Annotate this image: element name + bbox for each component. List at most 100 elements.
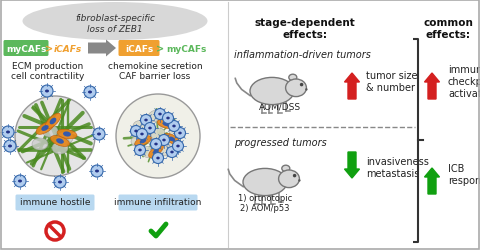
Text: immune hostile: immune hostile (20, 198, 90, 207)
Ellipse shape (149, 145, 163, 158)
Text: fibroblast-specific
loss of ZEB1: fibroblast-specific loss of ZEB1 (75, 14, 155, 34)
Text: tumor size
& number: tumor size & number (366, 71, 418, 92)
FancyBboxPatch shape (3, 41, 48, 57)
Ellipse shape (131, 136, 145, 147)
Ellipse shape (88, 91, 92, 94)
Ellipse shape (45, 114, 61, 129)
Circle shape (298, 180, 300, 182)
Text: stage-dependent
effects:: stage-dependent effects: (254, 18, 355, 40)
Text: ICB
response: ICB response (448, 164, 480, 185)
Ellipse shape (162, 139, 166, 142)
Circle shape (116, 94, 200, 178)
Ellipse shape (166, 117, 170, 120)
Text: invasiveness
metastasis: invasiveness metastasis (366, 156, 429, 178)
Ellipse shape (32, 138, 48, 150)
Ellipse shape (97, 133, 101, 136)
Ellipse shape (286, 80, 306, 97)
Text: >: > (45, 44, 53, 54)
Ellipse shape (58, 181, 62, 184)
Circle shape (293, 174, 296, 178)
Ellipse shape (148, 111, 162, 122)
Ellipse shape (45, 90, 49, 93)
Circle shape (15, 96, 95, 176)
Circle shape (2, 126, 14, 138)
Ellipse shape (144, 119, 148, 122)
Ellipse shape (57, 132, 73, 144)
FancyArrow shape (424, 168, 440, 194)
Ellipse shape (164, 134, 180, 145)
Ellipse shape (140, 133, 144, 136)
FancyArrow shape (345, 74, 360, 100)
Text: inflammation-driven tumors: inflammation-driven tumors (234, 50, 371, 60)
Circle shape (134, 145, 145, 156)
Ellipse shape (145, 133, 159, 144)
Circle shape (167, 147, 178, 158)
FancyBboxPatch shape (119, 195, 197, 211)
Circle shape (46, 222, 64, 240)
Ellipse shape (153, 149, 159, 154)
Ellipse shape (157, 120, 175, 129)
Circle shape (144, 123, 156, 134)
Circle shape (131, 126, 142, 137)
Ellipse shape (41, 126, 48, 132)
Ellipse shape (36, 122, 54, 135)
Circle shape (141, 115, 152, 126)
Ellipse shape (163, 122, 169, 127)
Circle shape (41, 86, 53, 98)
Text: progressed tumors: progressed tumors (234, 138, 327, 147)
FancyBboxPatch shape (15, 195, 95, 211)
Ellipse shape (172, 125, 176, 128)
Text: iCAFs: iCAFs (125, 44, 153, 53)
Ellipse shape (250, 78, 294, 105)
Ellipse shape (63, 132, 71, 137)
Ellipse shape (8, 145, 12, 148)
Ellipse shape (170, 151, 174, 154)
Ellipse shape (52, 142, 68, 154)
Circle shape (305, 89, 308, 91)
Ellipse shape (50, 136, 70, 147)
Text: ECM production
cell contractility: ECM production cell contractility (12, 62, 84, 81)
Ellipse shape (169, 137, 175, 142)
Ellipse shape (141, 147, 155, 158)
Ellipse shape (178, 132, 182, 135)
Ellipse shape (140, 139, 146, 144)
Ellipse shape (42, 126, 58, 138)
Text: immune infiltration: immune infiltration (114, 198, 202, 207)
Text: iCAFs: iCAFs (54, 44, 82, 53)
FancyArrow shape (345, 152, 360, 178)
Circle shape (151, 139, 161, 150)
Ellipse shape (134, 130, 138, 133)
Circle shape (84, 87, 96, 99)
Circle shape (153, 153, 164, 164)
Circle shape (91, 165, 103, 177)
Circle shape (14, 175, 26, 187)
Ellipse shape (157, 117, 171, 128)
FancyArrow shape (88, 40, 116, 57)
Ellipse shape (278, 170, 300, 188)
Ellipse shape (138, 149, 142, 152)
Text: myCAFs: myCAFs (6, 44, 46, 53)
Ellipse shape (18, 180, 22, 183)
Text: immune
checkpoint
activation: immune checkpoint activation (448, 65, 480, 98)
Text: >: > (156, 44, 164, 54)
Ellipse shape (176, 145, 180, 148)
Ellipse shape (243, 169, 287, 196)
Ellipse shape (169, 127, 183, 138)
Ellipse shape (23, 3, 207, 41)
Ellipse shape (154, 143, 158, 146)
Circle shape (136, 129, 147, 140)
Text: common
effects:: common effects: (423, 18, 473, 40)
Ellipse shape (282, 166, 290, 172)
Circle shape (168, 121, 180, 132)
Circle shape (155, 109, 166, 120)
Ellipse shape (133, 121, 147, 132)
FancyArrow shape (424, 74, 440, 100)
Ellipse shape (135, 136, 151, 147)
Circle shape (163, 113, 173, 124)
Ellipse shape (6, 131, 10, 134)
Ellipse shape (56, 139, 64, 144)
Circle shape (175, 128, 185, 139)
Ellipse shape (151, 128, 165, 140)
Circle shape (4, 140, 16, 152)
Ellipse shape (159, 144, 173, 156)
